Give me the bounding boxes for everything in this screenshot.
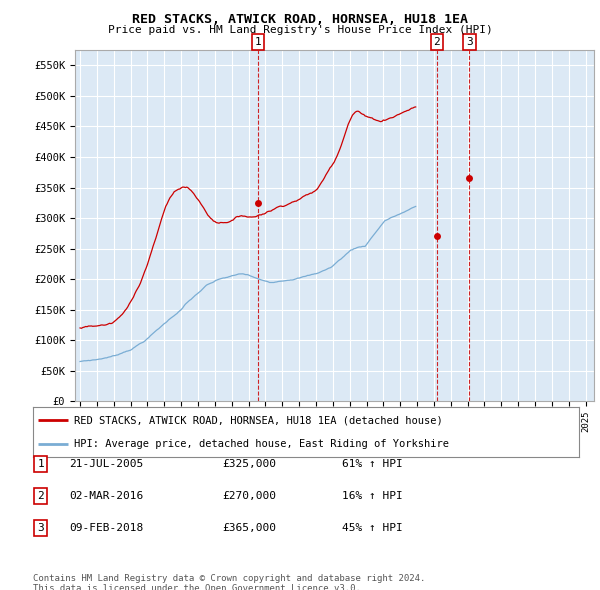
- Text: 02-MAR-2016: 02-MAR-2016: [69, 491, 143, 501]
- Text: 61% ↑ HPI: 61% ↑ HPI: [342, 460, 403, 469]
- Text: £270,000: £270,000: [222, 491, 276, 501]
- Text: 16% ↑ HPI: 16% ↑ HPI: [342, 491, 403, 501]
- Text: 21-JUL-2005: 21-JUL-2005: [69, 460, 143, 469]
- Text: 09-FEB-2018: 09-FEB-2018: [69, 523, 143, 533]
- Text: Contains HM Land Registry data © Crown copyright and database right 2024.
This d: Contains HM Land Registry data © Crown c…: [33, 574, 425, 590]
- Text: 2: 2: [37, 491, 44, 501]
- Text: £325,000: £325,000: [222, 460, 276, 469]
- Text: £365,000: £365,000: [222, 523, 276, 533]
- Text: 2: 2: [433, 37, 440, 47]
- Text: 45% ↑ HPI: 45% ↑ HPI: [342, 523, 403, 533]
- Text: RED STACKS, ATWICK ROAD, HORNSEA, HU18 1EA: RED STACKS, ATWICK ROAD, HORNSEA, HU18 1…: [132, 13, 468, 26]
- Text: 1: 1: [254, 37, 261, 47]
- Text: 1: 1: [37, 460, 44, 469]
- Text: 3: 3: [37, 523, 44, 533]
- Text: HPI: Average price, detached house, East Riding of Yorkshire: HPI: Average price, detached house, East…: [74, 439, 449, 449]
- Text: RED STACKS, ATWICK ROAD, HORNSEA, HU18 1EA (detached house): RED STACKS, ATWICK ROAD, HORNSEA, HU18 1…: [74, 415, 443, 425]
- Text: Price paid vs. HM Land Registry's House Price Index (HPI): Price paid vs. HM Land Registry's House …: [107, 25, 493, 35]
- Text: 3: 3: [466, 37, 473, 47]
